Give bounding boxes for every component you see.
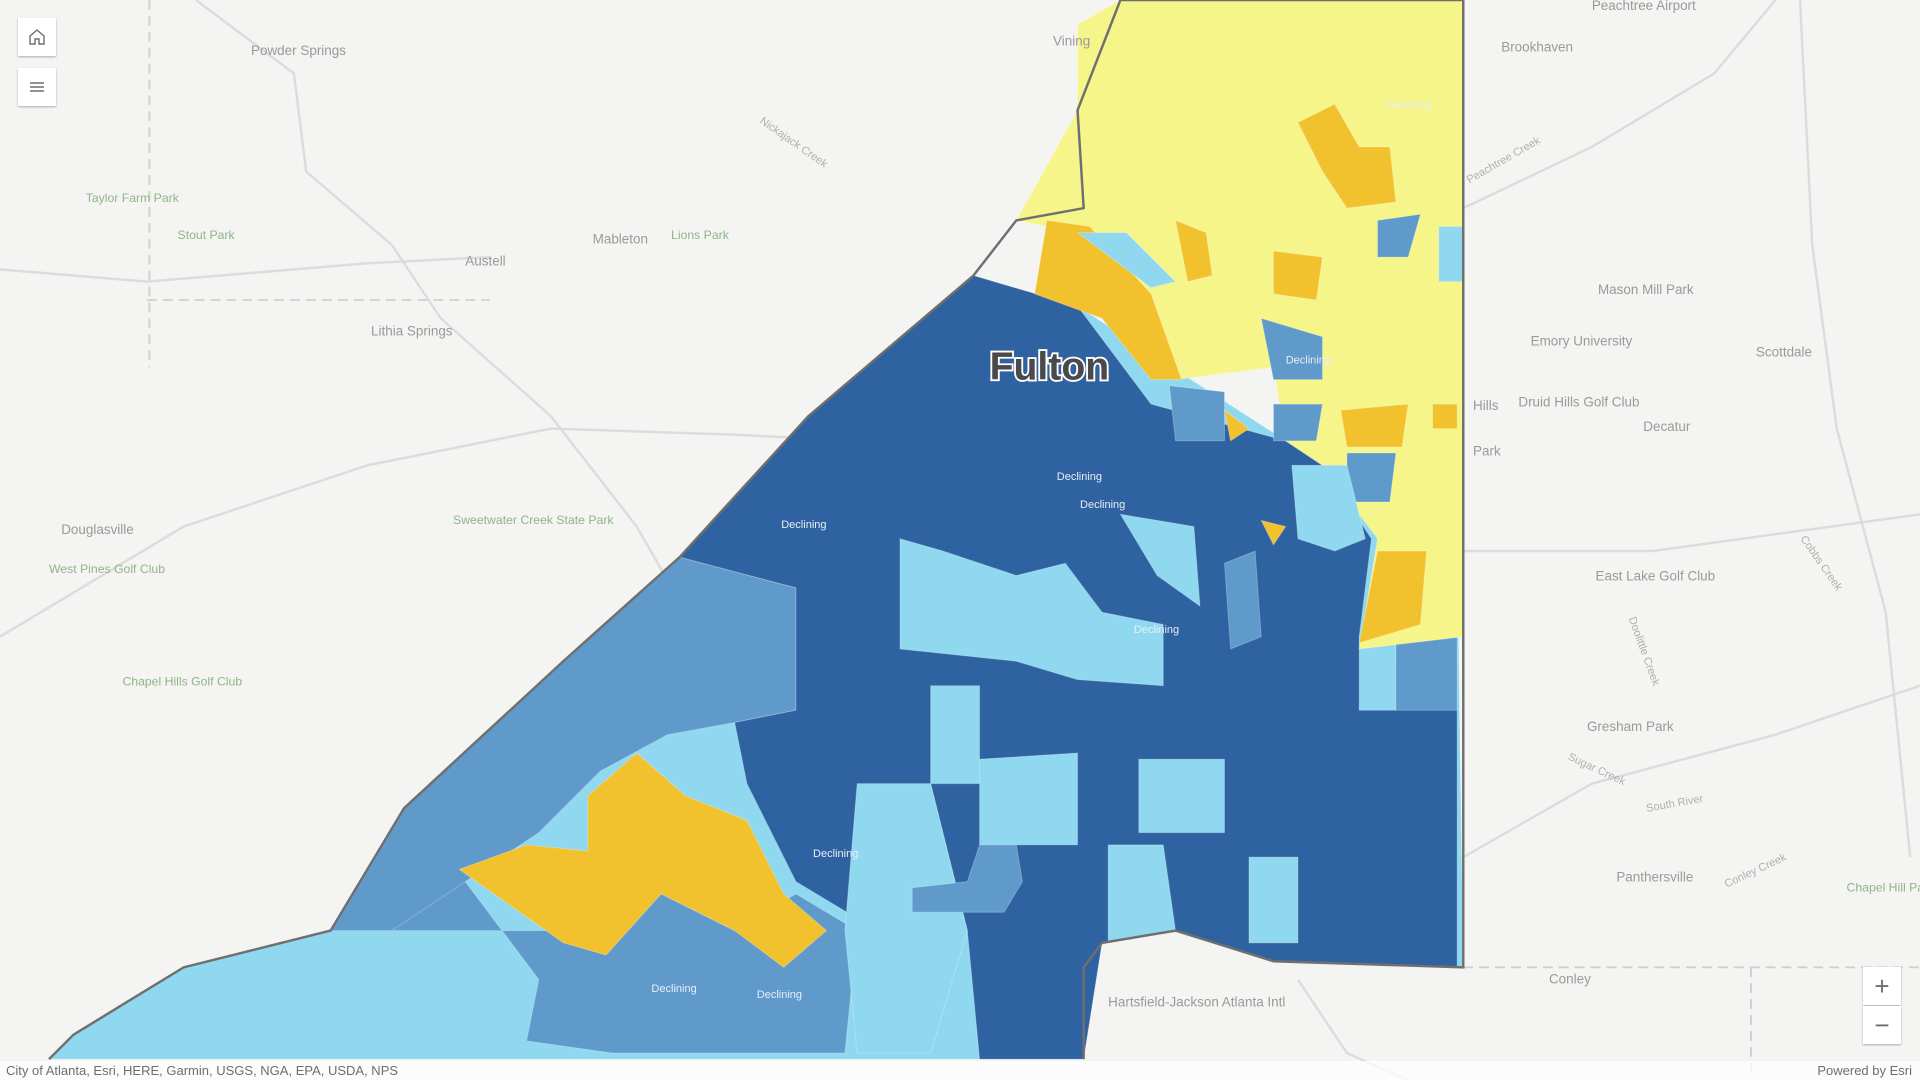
home-button[interactable] (18, 18, 56, 56)
attribution-sources[interactable]: City of Atlanta, Esri, HERE, Garmin, USG… (6, 1063, 399, 1078)
trend-label: Declining (1386, 99, 1431, 111)
park-labels: Taylor Farm Park Stout Park Lions Park S… (49, 191, 1920, 894)
park-label: West Pines Golf Club (49, 562, 165, 576)
fulton-choropleth (47, 0, 1464, 1060)
park-label: Chapel Hill Park (1847, 880, 1920, 894)
place-label: Brookhaven (1501, 39, 1573, 54)
powered-by-esri[interactable]: Powered by Esri (1817, 1063, 1912, 1078)
trend-label: Declining (781, 519, 826, 531)
trend-labels: Declining Declining Declining Declining … (651, 99, 1431, 1001)
water-label: Doolittle Creek (1626, 615, 1662, 687)
trend-label: Declining (1080, 499, 1125, 511)
attribution-bar: City of Atlanta, Esri, HERE, Garmin, USG… (0, 1061, 1920, 1080)
place-labels: Powder Springs Austell Mableton Lithia S… (61, 0, 1812, 1010)
trend-label: Declining (813, 848, 858, 860)
place-label: Douglasville (61, 522, 134, 537)
place-label: Druid Hills Golf Club (1518, 395, 1639, 410)
water-label: Cobbs Creek (1798, 534, 1845, 594)
park-label: Chapel Hills Golf Club (122, 675, 242, 689)
park-label: Lions Park (671, 228, 730, 242)
list-icon (30, 82, 44, 92)
trend-label: Declining (1134, 624, 1179, 636)
place-label: Panthersville (1616, 870, 1693, 885)
home-icon (29, 29, 45, 45)
water-label: Peachtree Creek (1465, 134, 1543, 186)
fulton-county-outline (48, 0, 1465, 1061)
place-label: Hills (1473, 398, 1499, 413)
place-label: Decatur (1643, 419, 1691, 434)
trend-label: Declining (757, 989, 802, 1001)
place-label: Peachtree Airport (1592, 0, 1696, 13)
place-label: Emory University (1531, 333, 1633, 348)
place-label: Scottdale (1756, 344, 1812, 359)
layer-list-button[interactable] (18, 68, 56, 106)
trend-label: Declining (1286, 355, 1331, 367)
park-label: Stout Park (178, 228, 236, 242)
trend-label: Declining (1057, 471, 1102, 483)
place-label: Mason Mill Park (1598, 282, 1694, 297)
place-label: Lithia Springs (371, 324, 453, 339)
place-label: East Lake Golf Club (1596, 568, 1716, 583)
place-label: Powder Springs (251, 43, 346, 58)
water-label: Conley Creek (1723, 851, 1789, 890)
county-label: Fulton (990, 346, 1110, 389)
zoom-in-button[interactable]: + (1863, 967, 1901, 1005)
water-label: South River (1645, 793, 1704, 815)
water-label: Nickajack Creek (757, 115, 829, 171)
blue-tracts-north (1260, 213, 1422, 503)
park-label: Taylor Farm Park (86, 191, 180, 205)
trend-label: Declining (651, 983, 696, 995)
county-boundaries (146, 0, 1920, 1080)
place-label: Vining (1053, 33, 1090, 48)
place-label: Mableton (593, 232, 648, 247)
place-label: Austell (465, 254, 505, 269)
place-label: Park (1473, 444, 1501, 459)
place-label: Hartsfield-Jackson Atlanta Intl (1108, 995, 1285, 1010)
place-label: Conley (1549, 971, 1591, 986)
medium-blue-patches (911, 85, 1458, 913)
zoom-out-button[interactable]: − (1863, 1006, 1901, 1044)
park-label: Sweetwater Creek State Park (453, 513, 614, 527)
place-label: Gresham Park (1587, 719, 1674, 734)
